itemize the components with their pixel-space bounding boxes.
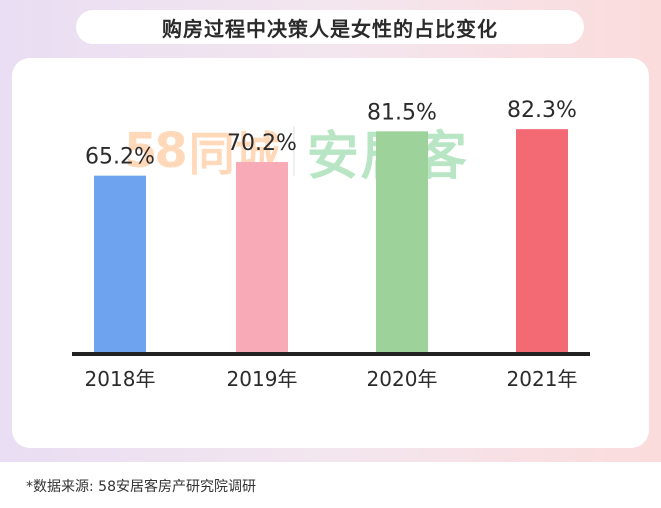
category-label-0: 2018年 bbox=[85, 367, 156, 391]
watermark-divider bbox=[292, 126, 295, 176]
bar-2 bbox=[376, 131, 428, 353]
category-label-1: 2019年 bbox=[227, 367, 298, 391]
watermark-logo-number: 58 bbox=[124, 123, 188, 179]
value-label-2: 81.5% bbox=[367, 100, 437, 125]
source-note: *数据来源: 58安居客房产研究院调研 bbox=[26, 479, 256, 495]
category-label-2: 2020年 bbox=[367, 367, 438, 391]
value-label-1: 70.2% bbox=[227, 131, 297, 156]
value-label-3: 82.3% bbox=[507, 98, 577, 123]
bar-0 bbox=[94, 175, 146, 353]
chart-title: 购房过程中决策人是女性的占比变化 bbox=[162, 16, 498, 41]
title-pill: 购房过程中决策人是女性的占比变化 bbox=[76, 10, 584, 44]
bar-3 bbox=[516, 129, 568, 353]
value-label-0: 65.2% bbox=[85, 145, 155, 170]
category-label-3: 2021年 bbox=[507, 367, 578, 391]
bar-1 bbox=[236, 162, 288, 353]
